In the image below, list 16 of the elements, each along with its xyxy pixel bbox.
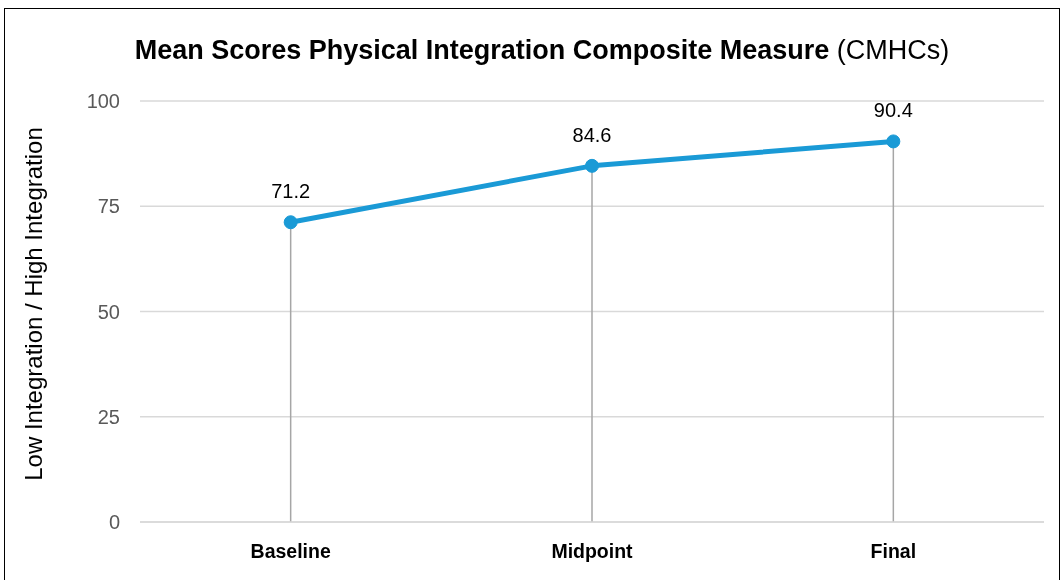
y-tick-label: 25 (97, 405, 120, 428)
y-tick-label: 0 (108, 511, 120, 534)
y-tick-label: 100 (86, 90, 120, 113)
y-tick-label: 50 (97, 300, 120, 323)
y-tick-label: 75 (97, 195, 120, 218)
data-label: 71.2 (271, 180, 311, 203)
data-label: 84.6 (572, 123, 612, 146)
x-tick-label: Midpoint (551, 539, 634, 562)
point (585, 158, 599, 173)
chart-title: Mean Scores Physical Integration Composite Measure (CMHCs) (134, 35, 950, 65)
point (886, 134, 901, 149)
data-label: 90.4 (873, 99, 913, 122)
y-axis-title: Low Integration / High Integration (20, 126, 48, 481)
x-tick-label: Final (870, 539, 917, 562)
point (283, 215, 298, 230)
x-tick-label: Baseline (250, 539, 331, 562)
